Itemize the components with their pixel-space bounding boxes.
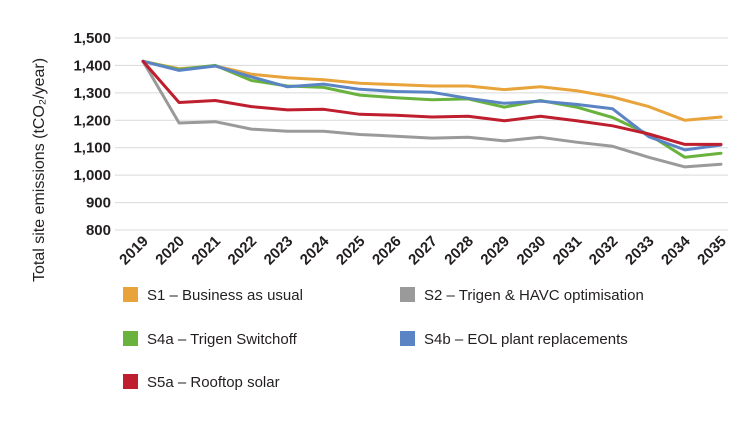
x-tick-label: 2035: [694, 233, 730, 269]
x-tick-label: 2019: [116, 233, 152, 269]
x-axis-ticks: 2019 2020 2021 2022 2023 2024 2025 2026 2027 2028…: [116, 232, 730, 268]
x-tick-label: 2030: [514, 233, 550, 269]
legend-label: S4b – EOL plant replacements: [424, 331, 628, 348]
series-line: [141, 59, 723, 169]
series-lines: [141, 59, 723, 169]
x-tick-label: 2022: [225, 233, 261, 269]
legend: S1 – Business as usual S2 – Trigen & HAVC…: [123, 287, 644, 391]
series-line: [141, 59, 723, 146]
x-tick-label: 2021: [188, 233, 224, 269]
legend-swatch: [123, 374, 138, 389]
series-line: [141, 59, 723, 122]
legend-swatch: [400, 287, 415, 302]
legend-swatch: [400, 331, 415, 346]
y-tick-label: 900: [86, 195, 111, 212]
legend-label: S4a – Trigen Switchoff: [147, 331, 298, 348]
y-tick-label: 1,000: [73, 167, 111, 184]
y-tick-label: 1,400: [73, 57, 111, 74]
x-tick-label: 2031: [550, 233, 586, 269]
x-tick-label: 2032: [586, 233, 622, 269]
x-tick-label: 2033: [622, 233, 658, 269]
legend-label: S2 – Trigen & HAVC optimisation: [424, 287, 644, 304]
y-axis-label: Total site emissions (tCO₂/year): [31, 58, 48, 282]
x-tick-label: 2029: [477, 233, 513, 269]
legend-swatch: [123, 331, 138, 346]
x-tick-label: 2027: [405, 233, 441, 269]
x-tick-label: 2020: [152, 233, 188, 269]
y-tick-label: 800: [86, 222, 111, 239]
legend-label: S1 – Business as usual: [147, 287, 303, 304]
series-line: [141, 59, 723, 159]
y-tick-label: 1,200: [73, 112, 111, 129]
series-line: [141, 59, 723, 152]
legend-label: S5a – Rooftop solar: [147, 374, 280, 391]
x-tick-label: 2023: [261, 233, 297, 269]
x-tick-label: 2028: [441, 233, 477, 269]
x-tick-label: 2024: [297, 232, 333, 268]
x-tick-label: 2026: [369, 233, 405, 269]
x-tick-label: 2034: [658, 232, 694, 268]
y-tick-label: 1,100: [73, 140, 111, 157]
x-tick-label: 2025: [333, 233, 369, 269]
y-axis-ticks: 1,500 1,400 1,300 1,200 1,100 1,000 900 800: [73, 30, 111, 239]
legend-swatch: [123, 287, 138, 302]
y-tick-label: 1,300: [73, 85, 111, 102]
y-tick-label: 1,500: [73, 30, 111, 47]
